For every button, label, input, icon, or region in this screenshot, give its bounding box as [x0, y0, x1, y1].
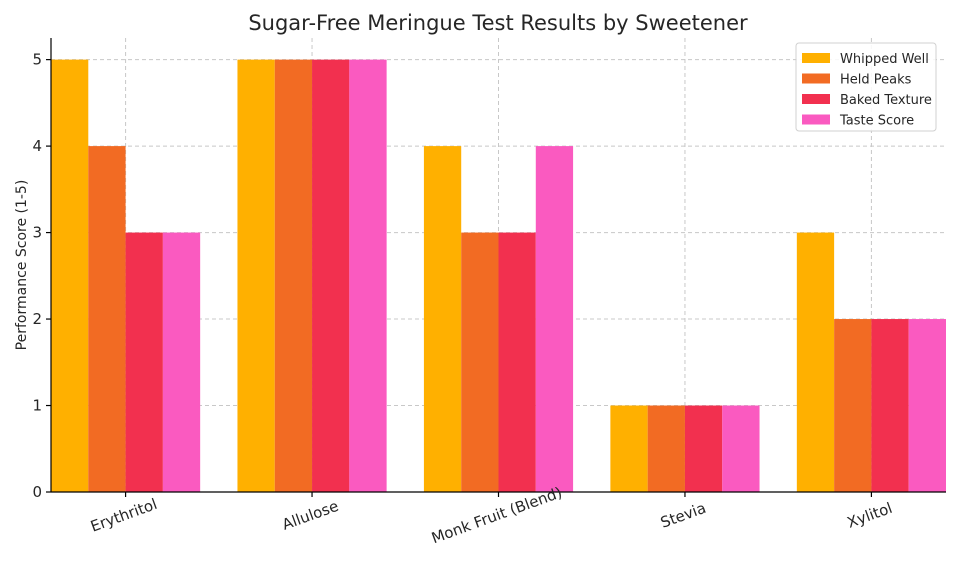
bar — [312, 59, 350, 492]
legend: Whipped Well Held Peaks Baked Texture Taste… — [795, 42, 937, 132]
bar — [610, 405, 648, 492]
bar — [908, 319, 946, 492]
bar — [647, 405, 685, 492]
bar — [88, 146, 126, 492]
bar — [722, 405, 760, 492]
bars — [51, 59, 946, 493]
bar — [274, 59, 313, 492]
legend-label: Whipped Well — [840, 52, 929, 67]
legend-swatch — [802, 73, 830, 84]
bar — [423, 146, 462, 492]
x-tick-label: Monk Fruit (Blend) — [429, 483, 564, 547]
legend-label: Baked Texture — [840, 93, 932, 108]
y-ticks: 0 1 2 3 4 5 — [32, 51, 51, 501]
legend-swatch — [802, 114, 830, 125]
y-tick-label: 3 — [32, 224, 42, 242]
y-axis-label: Performance Score (1-5) — [14, 180, 30, 351]
x-tick-label: Erythritol — [88, 495, 159, 536]
bar — [834, 319, 872, 492]
legend-label: Held Peaks — [840, 73, 912, 88]
x-tick-label: Stevia — [658, 499, 708, 532]
bar — [237, 59, 275, 492]
y-tick-label: 1 — [32, 397, 42, 415]
chart-title: Sugar-Free Meringue Test Results by Swee… — [248, 11, 748, 35]
x-ticks: Erythritol Allulose Monk Fruit (Blend) Stev… — [88, 483, 895, 547]
y-tick-label: 5 — [32, 51, 42, 69]
bar — [535, 146, 574, 492]
legend-box — [795, 42, 937, 132]
bar — [51, 59, 89, 492]
bar — [796, 232, 835, 493]
bar — [349, 59, 387, 492]
y-tick-label: 4 — [32, 137, 42, 155]
legend-label: Taste Score — [839, 114, 914, 129]
bar — [162, 232, 201, 493]
bar — [461, 232, 499, 493]
bar — [125, 232, 163, 493]
x-tick-label: Xylitol — [845, 499, 895, 532]
y-tick-label: 0 — [32, 483, 42, 501]
legend-swatch — [802, 94, 830, 104]
x-tick-label: Allulose — [280, 497, 341, 534]
bar — [871, 319, 909, 492]
legend-swatch — [802, 53, 830, 63]
y-tick-label: 2 — [32, 310, 42, 328]
bar — [684, 405, 723, 492]
bar — [498, 232, 536, 493]
